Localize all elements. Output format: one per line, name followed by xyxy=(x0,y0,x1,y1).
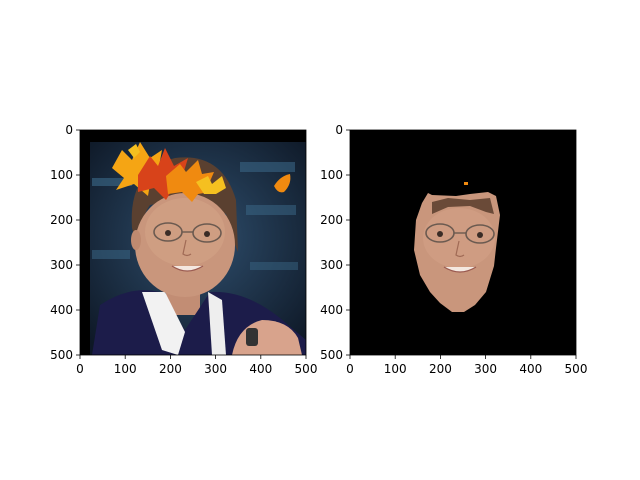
left-x-tick-label: 0 xyxy=(76,362,84,376)
right-x-tick-label: 200 xyxy=(429,362,452,376)
left-axes-frame xyxy=(79,129,307,356)
right-photo xyxy=(350,130,576,355)
right-y-tick-label: 0 xyxy=(335,123,343,137)
right-y-tick-label: 400 xyxy=(320,303,343,317)
leaf-overlay xyxy=(112,142,291,202)
left-x-tick-label: 200 xyxy=(159,362,182,376)
left-x-tick-label: 400 xyxy=(249,362,272,376)
right-y-tick-label: 500 xyxy=(320,348,343,362)
right-y-tick-label: 300 xyxy=(320,258,343,272)
left-y-tick-label: 400 xyxy=(50,303,73,317)
right-x-tick-label: 100 xyxy=(384,362,407,376)
left-y-tick-label: 300 xyxy=(50,258,73,272)
right-axes-frame xyxy=(349,129,577,356)
right-y-tick-label: 200 xyxy=(320,213,343,227)
left-x-tick-label: 300 xyxy=(204,362,227,376)
left-x-tick-label: 100 xyxy=(114,362,137,376)
left-y-tick-label: 100 xyxy=(50,168,73,182)
right-x-tick-label: 500 xyxy=(565,362,588,376)
left-y-tick-label: 200 xyxy=(50,213,73,227)
right-x-tick-label: 300 xyxy=(474,362,497,376)
left-y-tick-label: 500 xyxy=(50,348,73,362)
left-y-tick-label: 0 xyxy=(65,123,73,137)
right-x-tick-label: 0 xyxy=(346,362,354,376)
left-x-tick-label: 500 xyxy=(295,362,318,376)
right-y-tick-label: 100 xyxy=(320,168,343,182)
right-x-tick-label: 400 xyxy=(519,362,542,376)
left-photo xyxy=(80,130,306,355)
